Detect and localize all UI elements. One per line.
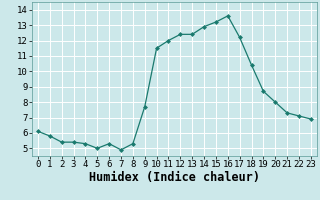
X-axis label: Humidex (Indice chaleur): Humidex (Indice chaleur) — [89, 171, 260, 184]
